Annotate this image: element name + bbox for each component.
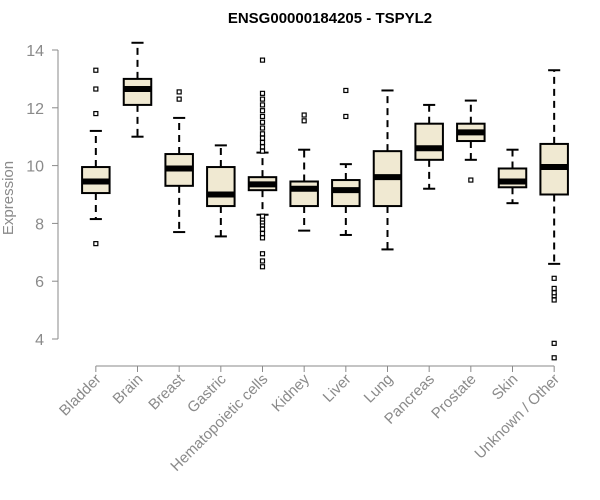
x-tick-label: Skin xyxy=(489,371,522,404)
outlier-point xyxy=(259,148,266,154)
box-kidney xyxy=(289,112,319,232)
box-iqr xyxy=(289,180,319,208)
x-tick-label: Breast xyxy=(145,370,188,413)
y-axis-label: Expression xyxy=(0,161,17,235)
box-gastric xyxy=(206,144,236,238)
x-tick-label: Liver xyxy=(320,371,355,406)
box-pancreas xyxy=(414,103,444,190)
box-liver xyxy=(331,87,361,236)
outlier-point xyxy=(259,125,266,131)
box-iqr xyxy=(206,166,236,208)
outlier-point xyxy=(259,144,266,150)
box-hematopoietic-cells xyxy=(247,57,278,270)
outlier-point xyxy=(259,102,266,108)
outlier-point xyxy=(259,135,266,141)
outlier-point xyxy=(468,177,474,183)
outlier-point xyxy=(551,297,557,303)
outlier-point xyxy=(551,275,557,281)
y-tick-label: 8 xyxy=(35,216,44,233)
outlier-point xyxy=(343,113,349,120)
outlier-point xyxy=(551,290,557,296)
outlier-point xyxy=(301,112,307,118)
box-unknown-other xyxy=(539,69,569,361)
outlier-point xyxy=(259,57,266,63)
outlier-point xyxy=(343,87,349,94)
outlier-point xyxy=(259,226,266,232)
x-tick-label: Bladder xyxy=(56,371,105,420)
y-tick-label: 6 xyxy=(35,274,44,291)
outlier-point xyxy=(93,110,99,117)
box-skin xyxy=(497,148,528,205)
box-breast xyxy=(164,89,194,234)
outlier-point xyxy=(259,131,266,137)
box-prostate xyxy=(456,99,486,183)
outlier-point xyxy=(551,355,557,361)
outlier-point xyxy=(259,139,266,146)
outlier-point xyxy=(176,89,182,95)
chart-title: ENSG00000184205 - TSPYL2 xyxy=(228,10,432,27)
outlier-point xyxy=(259,235,266,241)
outlier-point xyxy=(259,119,266,125)
box-brain xyxy=(122,41,153,138)
outlier-point xyxy=(176,96,182,102)
y-tick-label: 12 xyxy=(26,101,44,118)
outlier-point xyxy=(93,67,99,73)
x-tick-label: Kidney xyxy=(269,370,314,415)
x-tick-label: Brain xyxy=(110,371,147,408)
box-bladder xyxy=(81,67,111,247)
x-tick-label: Lung xyxy=(361,371,397,407)
outlier-point xyxy=(259,90,266,96)
outlier-point xyxy=(259,264,266,270)
box-lung xyxy=(372,89,403,251)
outlier-point xyxy=(259,108,266,114)
y-tick-label: 4 xyxy=(35,332,44,349)
outlier-point xyxy=(259,251,266,257)
outlier-point xyxy=(259,213,266,219)
y-tick-label: 14 xyxy=(26,43,44,60)
outlier-point xyxy=(551,285,557,292)
outlier-point xyxy=(259,258,266,264)
box-iqr xyxy=(414,122,444,161)
outlier-point xyxy=(93,241,99,247)
box-series xyxy=(81,41,569,361)
outlier-point xyxy=(551,340,557,346)
y-axis: 4 6 8 10 12 14 xyxy=(26,43,59,349)
outlier-point xyxy=(259,230,266,237)
outlier-point xyxy=(259,113,266,120)
x-tick-label: Prostate xyxy=(428,371,480,423)
outlier-point xyxy=(301,118,307,124)
outlier-point xyxy=(259,96,266,102)
outlier-point xyxy=(93,86,99,92)
y-tick-label: 10 xyxy=(26,159,44,176)
